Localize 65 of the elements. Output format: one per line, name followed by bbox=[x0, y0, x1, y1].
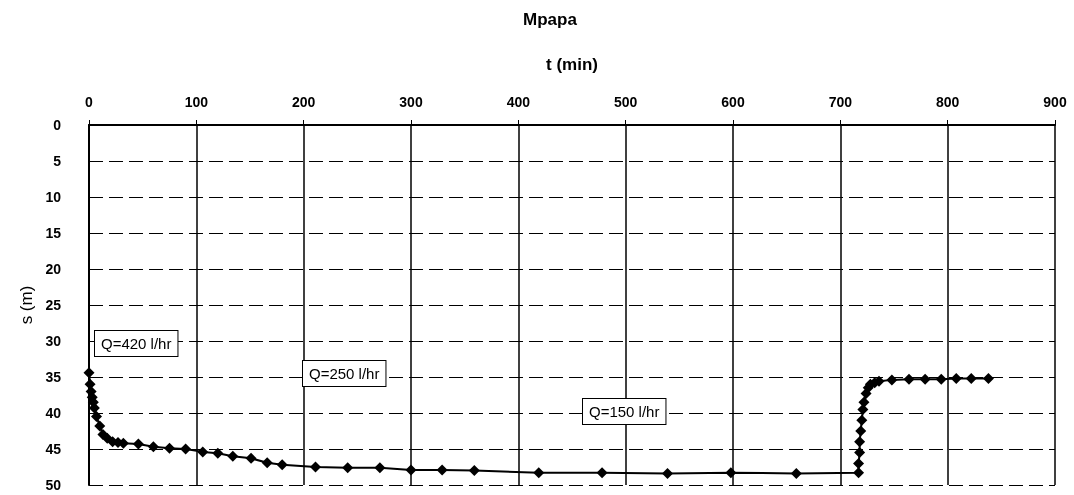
annotation: Q=150 l/hr bbox=[589, 403, 660, 420]
point bbox=[212, 447, 224, 459]
point bbox=[309, 461, 321, 473]
point bbox=[919, 373, 931, 385]
x-tick-label: 900 bbox=[1043, 94, 1067, 110]
y-axis-title: s (m) bbox=[16, 285, 36, 325]
x-tick-label: 700 bbox=[828, 94, 853, 110]
point bbox=[856, 414, 868, 426]
annotation: Q=250 l/hr bbox=[309, 365, 380, 382]
y-tick-label: 25 bbox=[45, 297, 62, 313]
point bbox=[965, 372, 977, 384]
point bbox=[94, 420, 106, 432]
y-tick-label: 10 bbox=[45, 189, 62, 205]
point bbox=[147, 441, 159, 453]
point bbox=[91, 411, 103, 423]
chart-title: Mpapa bbox=[523, 10, 578, 29]
point bbox=[790, 467, 802, 479]
x-tick-label: 600 bbox=[721, 94, 745, 110]
point bbox=[886, 374, 898, 386]
x-tick-label: 300 bbox=[399, 94, 423, 110]
point bbox=[164, 442, 175, 454]
point bbox=[853, 457, 865, 469]
x-tick-label: 400 bbox=[506, 94, 531, 110]
x-tick-label: 500 bbox=[613, 94, 638, 110]
y-tick-label: 35 bbox=[45, 369, 62, 385]
point bbox=[950, 372, 962, 384]
point bbox=[261, 457, 273, 469]
y-tick-label: 30 bbox=[45, 333, 62, 349]
y-tick-label: 5 bbox=[53, 153, 62, 169]
point bbox=[903, 373, 915, 385]
point bbox=[935, 373, 947, 385]
point bbox=[374, 462, 386, 474]
point bbox=[662, 467, 674, 479]
point bbox=[858, 396, 870, 408]
point bbox=[855, 425, 867, 437]
point bbox=[83, 367, 95, 379]
y-tick-label: 20 bbox=[45, 261, 62, 277]
x-tick-label: 100 bbox=[184, 94, 209, 110]
x-tick-label: 800 bbox=[935, 94, 960, 110]
point bbox=[342, 462, 354, 474]
point bbox=[245, 452, 257, 464]
point bbox=[853, 467, 865, 479]
y-tick-label: 0 bbox=[53, 117, 62, 133]
point bbox=[982, 372, 994, 384]
y-tick-label: 45 bbox=[45, 441, 62, 457]
point bbox=[132, 438, 144, 450]
x-tick-label: 200 bbox=[291, 94, 316, 110]
point bbox=[436, 464, 448, 476]
point bbox=[180, 443, 192, 455]
point bbox=[197, 446, 209, 458]
y-tick-label: 40 bbox=[45, 405, 62, 421]
point bbox=[854, 447, 866, 459]
point bbox=[725, 467, 737, 479]
x-axis-title: t (min) bbox=[546, 55, 598, 74]
point bbox=[227, 450, 239, 462]
x-tick-label: 0 bbox=[85, 94, 94, 110]
annotation: Q=420 l/hr bbox=[101, 335, 172, 352]
point bbox=[405, 464, 417, 476]
point bbox=[533, 467, 545, 479]
y-tick-label: 15 bbox=[45, 225, 62, 241]
point bbox=[854, 436, 866, 448]
point bbox=[276, 459, 288, 471]
point bbox=[468, 465, 480, 477]
y-tick-label: 50 bbox=[45, 477, 62, 493]
point bbox=[596, 467, 608, 479]
